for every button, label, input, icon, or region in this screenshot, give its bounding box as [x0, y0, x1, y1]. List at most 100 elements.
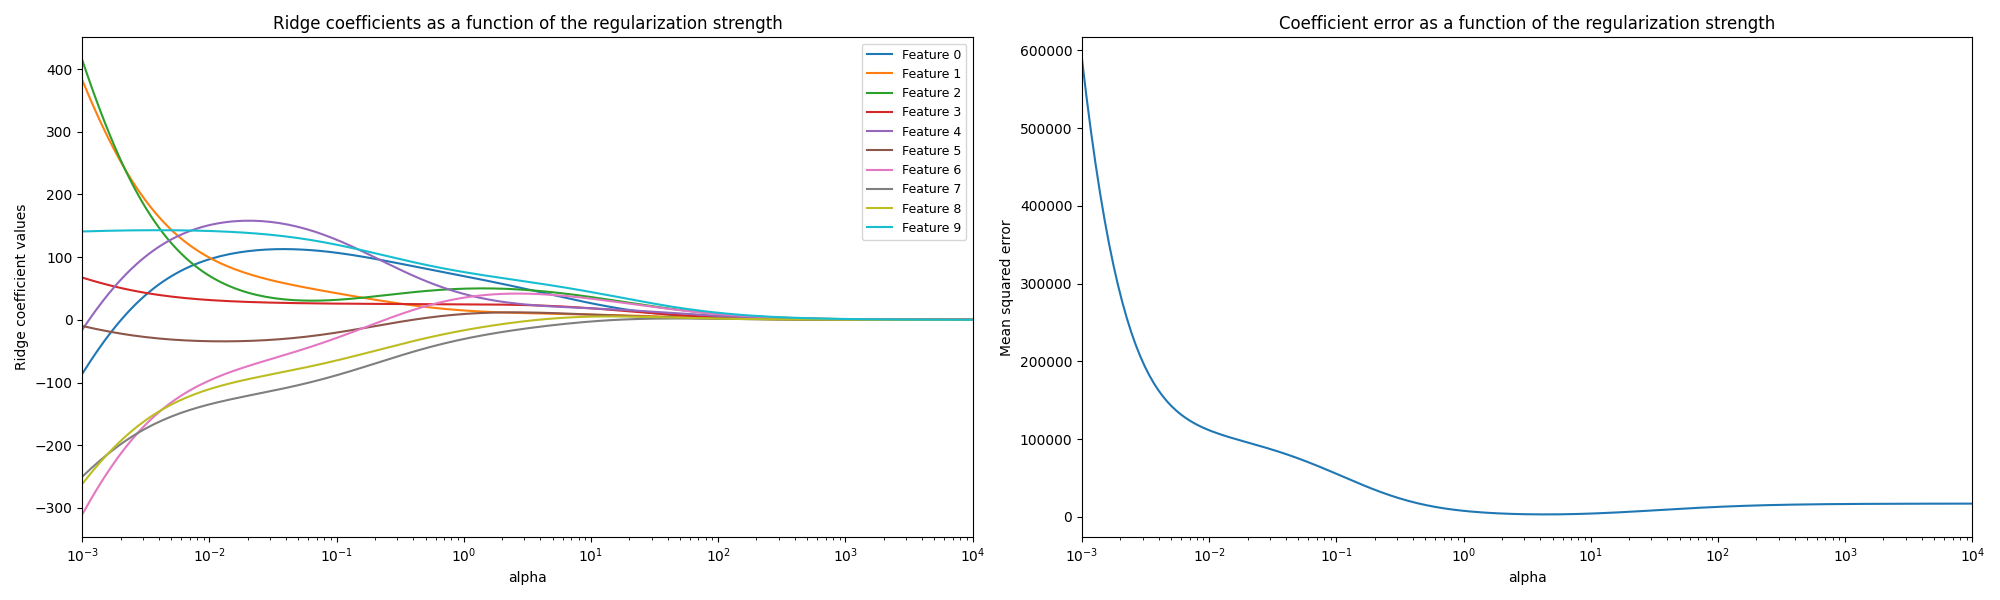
Line: Feature 8: Feature 8 [82, 316, 972, 484]
Feature 2 [308, 297, 332, 304]
Feature 7 [666, 315, 690, 322]
Feature 3 [308, 300, 332, 307]
Line: Feature 1: Feature 1 [82, 80, 972, 320]
Line: Feature 2: Feature 2 [82, 60, 972, 320]
X-axis label: alpha: alpha [508, 571, 546, 585]
Feature 0 [236, 248, 260, 255]
Line: Feature 4: Feature 4 [82, 221, 972, 329]
Feature 9 [920, 316, 944, 323]
Feature 8 [70, 481, 94, 488]
Feature 2 [236, 289, 260, 296]
Y-axis label: Ridge coefficient values: Ridge coefficient values [14, 204, 28, 370]
Feature 1 [70, 77, 94, 84]
Feature 7 [960, 316, 984, 323]
Feature 1 [308, 287, 332, 294]
Line: Feature 7: Feature 7 [82, 319, 972, 476]
Feature 1 [236, 270, 260, 277]
Legend: Feature 0, Feature 1, Feature 2, Feature 3, Feature 4, Feature 5, Feature 6, Fea: Feature 0, Feature 1, Feature 2, Feature… [862, 44, 966, 240]
Feature 4 [240, 217, 264, 224]
Title: Coefficient error as a function of the regularization strength: Coefficient error as a function of the r… [1280, 15, 1776, 33]
Feature 5 [208, 338, 232, 345]
Feature 2 [960, 316, 984, 323]
Feature 6 [70, 511, 94, 518]
Feature 5 [240, 337, 264, 344]
Feature 3 [960, 316, 984, 323]
Feature 0 [888, 316, 912, 323]
Feature 6 [888, 316, 912, 323]
Feature 4 [960, 316, 984, 323]
Feature 5 [500, 309, 524, 316]
Feature 9 [888, 316, 912, 323]
Feature 3 [916, 316, 940, 323]
Feature 3 [884, 316, 908, 323]
Feature 7 [888, 316, 912, 323]
Feature 1 [106, 153, 130, 160]
Feature 7 [920, 316, 944, 323]
Feature 9 [960, 316, 984, 323]
Feature 1 [884, 316, 908, 323]
Feature 6 [504, 290, 528, 297]
X-axis label: alpha: alpha [1508, 571, 1546, 585]
Line: Feature 0: Feature 0 [82, 249, 972, 374]
Feature 5 [960, 316, 984, 323]
Feature 2 [106, 151, 130, 158]
Feature 4 [920, 316, 944, 323]
Feature 6 [124, 431, 148, 439]
Feature 4 [888, 316, 912, 323]
Feature 6 [960, 316, 984, 323]
Feature 0 [312, 248, 336, 255]
Feature 5 [70, 322, 94, 329]
Feature 0 [124, 301, 148, 308]
Feature 4 [106, 279, 130, 286]
Feature 7 [124, 431, 148, 438]
Feature 8 [106, 440, 130, 447]
Feature 5 [924, 316, 948, 323]
Feature 0 [920, 316, 944, 323]
Line: Feature 3: Feature 3 [82, 278, 972, 320]
Y-axis label: Mean squared error: Mean squared error [1000, 219, 1014, 356]
Feature 6 [236, 362, 260, 370]
Feature 7 [308, 376, 332, 383]
Feature 8 [124, 424, 148, 431]
Feature 9 [146, 227, 170, 234]
Feature 2 [884, 316, 908, 323]
Feature 8 [920, 316, 944, 323]
Feature 1 [124, 183, 148, 190]
Feature 1 [960, 316, 984, 323]
Feature 2 [916, 316, 940, 323]
Line: Feature 6: Feature 6 [82, 293, 972, 514]
Feature 2 [70, 56, 94, 64]
Feature 0 [960, 316, 984, 323]
Feature 3 [106, 284, 130, 291]
Line: Feature 9: Feature 9 [82, 230, 972, 320]
Feature 4 [124, 261, 148, 268]
Feature 1 [916, 316, 940, 323]
Feature 5 [894, 316, 918, 323]
Feature 9 [124, 227, 148, 234]
Feature 7 [70, 473, 94, 480]
Feature 8 [308, 361, 332, 368]
Feature 4 [236, 217, 260, 224]
Title: Ridge coefficients as a function of the regularization strength: Ridge coefficients as a function of the … [272, 15, 782, 33]
Feature 0 [106, 320, 130, 327]
Feature 2 [124, 187, 148, 194]
Feature 3 [70, 274, 94, 281]
Feature 3 [124, 287, 148, 295]
Feature 8 [598, 313, 622, 320]
Feature 8 [960, 316, 984, 323]
Feature 9 [70, 228, 94, 235]
Feature 8 [236, 376, 260, 383]
Feature 5 [106, 329, 130, 337]
Line: Feature 5: Feature 5 [82, 313, 972, 341]
Feature 7 [236, 392, 260, 400]
Feature 9 [106, 227, 130, 234]
Feature 4 [312, 231, 336, 238]
Feature 8 [888, 316, 912, 323]
Feature 3 [236, 298, 260, 305]
Feature 9 [312, 239, 336, 246]
Feature 5 [312, 331, 336, 338]
Feature 4 [70, 326, 94, 333]
Feature 7 [106, 443, 130, 450]
Feature 6 [106, 454, 130, 461]
Feature 5 [124, 332, 148, 340]
